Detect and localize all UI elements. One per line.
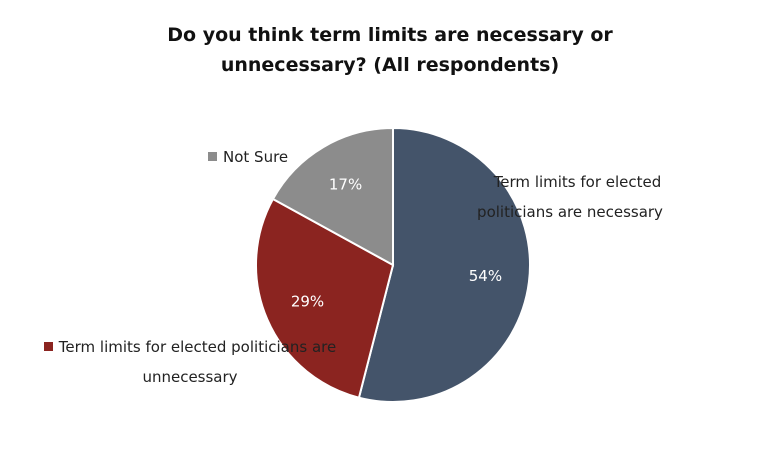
category-label: Term limits for elected politicians are … <box>40 332 340 392</box>
pie-slice <box>255 197 395 399</box>
pie-slice <box>357 126 531 403</box>
category-label: Term limits for elected politicians are … <box>455 167 685 227</box>
pie-slice <box>271 126 394 267</box>
legend-marker <box>43 342 53 351</box>
category-text: Not Sure <box>223 148 289 166</box>
category-text: Term limits for elected politicians are … <box>477 173 663 221</box>
value-label: 17% <box>329 175 362 193</box>
category-text: Term limits for elected politicians are … <box>58 338 337 386</box>
category-label: Not Sure <box>208 142 328 172</box>
legend-marker <box>478 177 488 186</box>
legend-marker <box>208 152 217 161</box>
chart-title: Do you think term limits are necessary o… <box>167 24 613 76</box>
value-label: 54% <box>469 267 502 285</box>
value-label: 29% <box>291 292 324 310</box>
